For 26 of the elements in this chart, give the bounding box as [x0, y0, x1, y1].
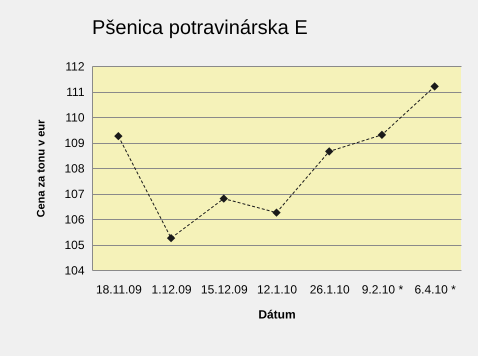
- point: [166, 234, 176, 242]
- point: [325, 147, 334, 156]
- point: [272, 208, 281, 217]
- y-axis-title: Cena za tonu v eur: [35, 118, 48, 218]
- chart-title: Pšenica potravinárska E: [92, 17, 308, 39]
- x-tick-label: 6.4.10 *: [414, 282, 456, 296]
- x-tick-label: 15.12.09: [200, 282, 248, 296]
- x-tick-label: 26.1.10: [310, 282, 350, 296]
- point: [430, 82, 439, 91]
- y-tick-label: 112: [65, 60, 85, 74]
- y-tick-label: 111: [66, 85, 85, 99]
- point: [114, 132, 123, 140]
- y-tick-label: 106: [64, 212, 85, 226]
- y-tick-label: 105: [64, 238, 85, 252]
- x-tick-label: 9.2.10 *: [362, 282, 404, 296]
- y-tick-label: 104: [64, 264, 85, 278]
- y-tick-label: 108: [64, 162, 85, 176]
- y-tick-label: 107: [64, 187, 85, 201]
- y-tick-label: 109: [64, 136, 85, 150]
- x-tick-label: 1.12.09: [152, 282, 192, 296]
- x-tick-label: 18.11.09: [96, 282, 142, 296]
- x-tick-label: 12.1.10: [256, 282, 298, 296]
- point: [378, 130, 386, 140]
- y-tick-label: 110: [65, 110, 85, 124]
- x-axis-title: Dátum: [258, 308, 296, 322]
- point: [220, 194, 228, 203]
